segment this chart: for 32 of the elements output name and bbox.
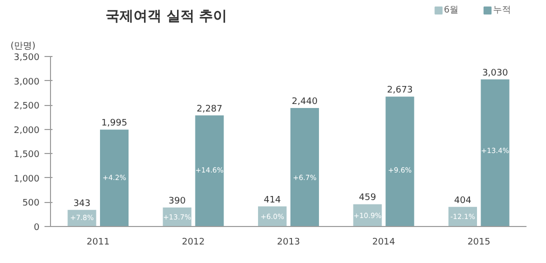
data-label: 2,440 xyxy=(292,96,318,107)
x-tick-label: 2011 xyxy=(86,238,110,248)
x-tick-label: 2012 xyxy=(182,238,205,248)
bar xyxy=(290,108,319,226)
data-label: 2,673 xyxy=(387,86,413,96)
data-label: 3,030 xyxy=(482,68,508,78)
y-tick-label: 2,000 xyxy=(14,126,40,136)
legend-label: 6월 xyxy=(444,6,459,16)
y-tick-label: 3,500 xyxy=(14,53,40,63)
y-axis-title: (만명) xyxy=(10,42,36,52)
y-tick-label: 3,000 xyxy=(14,77,40,88)
data-label: 1,995 xyxy=(101,118,128,129)
bar xyxy=(195,115,224,226)
bar xyxy=(480,79,510,226)
y-tick-label: 1,500 xyxy=(14,150,40,160)
data-label: 343 xyxy=(73,198,91,209)
data-label: 404 xyxy=(454,196,472,206)
x-tick-label: 2014 xyxy=(372,238,396,248)
data-label: 414 xyxy=(264,195,282,206)
y-tick-label: 2,500 xyxy=(14,102,40,112)
x-tick-label: 2015 xyxy=(467,238,490,248)
y-tick-label: 1,000 xyxy=(14,174,40,184)
bar xyxy=(100,130,129,226)
x-tick-label: 2013 xyxy=(277,238,300,248)
legend-label: 누적 xyxy=(492,6,511,16)
y-tick-label: 500 xyxy=(22,198,40,209)
chart-title: 국제여객 실적 추이 xyxy=(106,8,228,24)
data-label: 2,287 xyxy=(196,104,222,114)
y-tick-label: 0 xyxy=(34,223,40,233)
data-label: 390 xyxy=(168,196,186,207)
data-label: 459 xyxy=(358,193,376,204)
bar xyxy=(386,96,414,226)
